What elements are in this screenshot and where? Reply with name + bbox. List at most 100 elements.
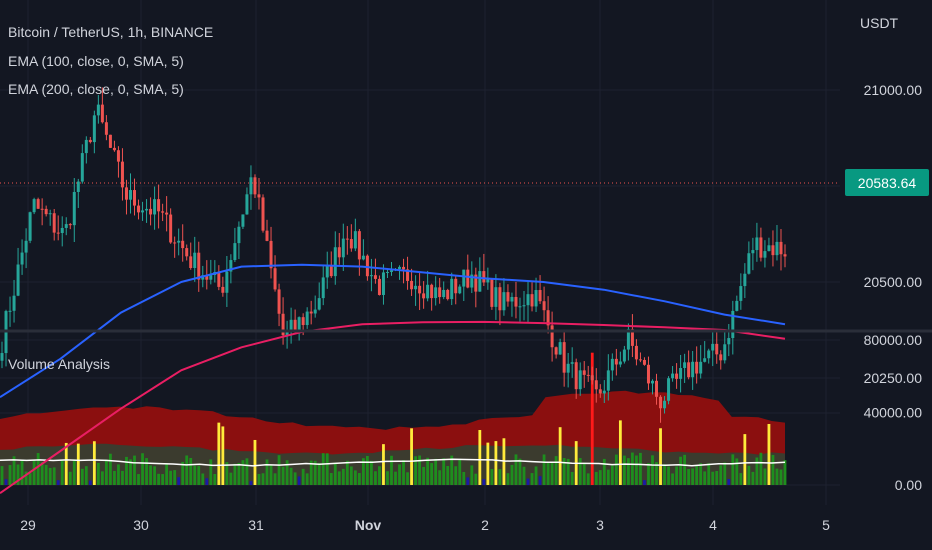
candle-body bbox=[309, 311, 313, 314]
volume-bar bbox=[723, 462, 727, 485]
volume-bar bbox=[426, 457, 430, 485]
candle-body bbox=[558, 342, 562, 355]
candle-body bbox=[414, 285, 418, 290]
candle-body bbox=[602, 390, 606, 394]
volume-bar bbox=[169, 470, 173, 485]
candle-body bbox=[755, 237, 759, 251]
volume-moving-average bbox=[0, 458, 786, 467]
volume-bar bbox=[233, 463, 237, 485]
volume-bar bbox=[329, 473, 333, 485]
volume-pane-title[interactable]: Volume Analysis bbox=[8, 356, 110, 372]
candle-body bbox=[92, 115, 96, 143]
volume-bar bbox=[374, 471, 377, 485]
volume-bar bbox=[671, 473, 674, 485]
candle-body bbox=[783, 254, 787, 257]
candle-body bbox=[265, 230, 269, 241]
candle-body bbox=[695, 361, 699, 374]
volume-bars bbox=[0, 352, 787, 485]
candle-body bbox=[269, 240, 273, 269]
volume-bar bbox=[590, 352, 594, 485]
volume-bar bbox=[526, 478, 530, 485]
candle-body bbox=[719, 354, 723, 361]
candle-body bbox=[261, 197, 265, 231]
volume-bar bbox=[562, 458, 566, 485]
volume-bar bbox=[703, 471, 707, 485]
volume-bar bbox=[498, 469, 502, 485]
candle-body bbox=[727, 338, 731, 345]
candle-body bbox=[506, 292, 510, 302]
candle-body bbox=[618, 361, 622, 365]
volume-bar bbox=[285, 460, 289, 485]
ema200-line bbox=[0, 320, 786, 495]
candle-body bbox=[365, 255, 369, 277]
candle-body bbox=[498, 287, 502, 311]
volume-bar bbox=[129, 459, 132, 485]
volume-bar bbox=[161, 474, 165, 485]
last-price-badge bbox=[845, 169, 929, 196]
volume-bar bbox=[538, 476, 542, 485]
candle-body bbox=[434, 287, 438, 299]
volume-bar bbox=[52, 467, 56, 485]
volume-bar bbox=[438, 470, 442, 485]
volume-bar bbox=[614, 454, 618, 485]
volume-bar bbox=[337, 471, 341, 485]
volume-bar bbox=[414, 456, 417, 485]
candle-body bbox=[233, 243, 237, 261]
candle-body bbox=[149, 208, 153, 215]
candle-body bbox=[40, 208, 44, 210]
volume-bar bbox=[470, 465, 474, 485]
volume-bar bbox=[771, 454, 775, 485]
candle-body bbox=[771, 245, 775, 256]
candle-body bbox=[181, 240, 185, 249]
candle-body bbox=[12, 295, 16, 311]
candle-body bbox=[325, 265, 329, 278]
volume-bar bbox=[578, 458, 582, 485]
candle-body bbox=[582, 370, 586, 375]
ema100-legend[interactable]: EMA (100, close, 0, SMA, 5) bbox=[8, 53, 184, 69]
volume-bar bbox=[659, 428, 662, 485]
candle-body bbox=[767, 245, 771, 252]
volume-bar bbox=[558, 427, 562, 485]
candle-body bbox=[438, 287, 442, 298]
candle-body bbox=[630, 329, 634, 346]
volume-bar bbox=[635, 455, 638, 485]
ema200-legend[interactable]: EMA (200, close, 0, SMA, 5) bbox=[8, 81, 184, 97]
volume-bar bbox=[277, 455, 281, 485]
volume-bar bbox=[386, 471, 389, 485]
volume-bar bbox=[297, 476, 301, 485]
candle-body bbox=[610, 358, 614, 371]
time-tick-label: 5 bbox=[822, 517, 830, 533]
volume-bar bbox=[759, 452, 763, 485]
volume-bar bbox=[370, 460, 373, 485]
candle-body bbox=[398, 266, 402, 269]
volume-bar bbox=[105, 459, 108, 485]
volume-tick-label: 40000.00 bbox=[864, 405, 923, 421]
candle-body bbox=[474, 274, 478, 292]
time-axis[interactable]: 29 30 31 Nov 2 3 4 5 bbox=[20, 517, 830, 533]
time-tick-label: 2 bbox=[481, 517, 489, 533]
volume-bar bbox=[317, 462, 321, 485]
volume-bar bbox=[353, 470, 357, 485]
candle-body bbox=[165, 212, 169, 215]
candle-body bbox=[197, 252, 201, 280]
volume-bar bbox=[663, 464, 666, 485]
volume-bar bbox=[141, 453, 144, 485]
candle-body bbox=[16, 264, 20, 296]
volume-bar bbox=[237, 462, 241, 485]
volume-axis[interactable]: 80000.00 40000.00 0.00 bbox=[864, 332, 923, 493]
volume-bar bbox=[125, 456, 128, 485]
candle-body bbox=[462, 269, 466, 287]
candle-body bbox=[578, 370, 582, 390]
volume-bar bbox=[133, 455, 136, 485]
volume-bar bbox=[289, 467, 293, 485]
candle-body bbox=[341, 238, 345, 258]
candle-body bbox=[209, 275, 213, 280]
volume-bar bbox=[542, 454, 546, 485]
volume-bar bbox=[201, 473, 205, 485]
candle-body bbox=[273, 268, 277, 290]
volume-bar bbox=[735, 458, 739, 485]
candle-body bbox=[454, 278, 458, 294]
volume-bar bbox=[145, 458, 148, 485]
